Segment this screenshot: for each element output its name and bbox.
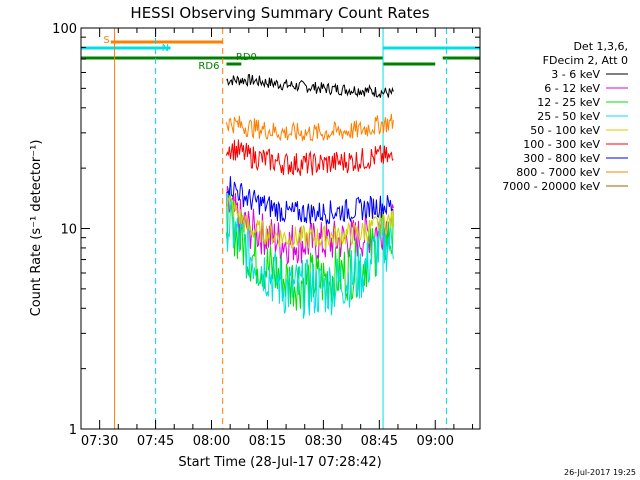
series-line <box>225 193 394 319</box>
x-tick-label: 07:45 <box>137 434 174 449</box>
chart-title: HESSI Observing Summary Count Rates <box>130 4 429 22</box>
legend-label: 3 - 6 keV <box>551 68 600 81</box>
legend-header-line1: Det 1,3,6, <box>573 40 628 53</box>
vertical-markers <box>114 28 447 429</box>
x-tick-label: 08:30 <box>305 434 342 449</box>
flag-label: RD6 <box>198 61 219 72</box>
axes: 1 10 100 07:30 07:45 08:00 08:15 08:30 08:45 09:0… <box>52 22 481 449</box>
legend-label: 12 - 25 keV <box>537 96 600 109</box>
x-tick-label: 07:30 <box>81 434 118 449</box>
y-tick-label: 1 <box>69 423 77 438</box>
series-line <box>225 113 394 142</box>
y-tick-label: 100 <box>52 22 77 37</box>
y-tick-label: 10 <box>60 223 77 238</box>
x-tick-label: 09:00 <box>417 434 454 449</box>
legend-label: 7000 - 20000 keV <box>502 180 600 193</box>
x-tick-label: 08:15 <box>249 434 286 449</box>
series-lines <box>225 73 394 319</box>
series-line <box>225 139 394 176</box>
legend-label: 6 - 12 keV <box>544 82 600 95</box>
observing-flags: S N RD6 RD0 <box>81 35 480 72</box>
series-line <box>225 185 394 265</box>
x-tick-label: 08:45 <box>361 434 398 449</box>
series-line <box>226 176 394 225</box>
x-axis-label: Start Time (28-Jul-17 07:28:42) <box>178 455 381 470</box>
legend-label: 25 - 50 keV <box>537 110 600 123</box>
legend-label: 300 - 800 keV <box>523 152 600 165</box>
timestamp-stamp: 26-Jul-2017 19:25 <box>564 468 636 477</box>
flag-label: N <box>162 43 169 54</box>
y-axis-label: Count Rate (s⁻¹ detector⁻¹) <box>29 140 44 317</box>
legend-label: 800 - 7000 keV <box>516 166 600 179</box>
x-tick-label: 08:00 <box>193 434 230 449</box>
plot-frame <box>80 27 481 430</box>
series-line <box>226 73 394 98</box>
series-line <box>225 197 394 251</box>
flag-label: S <box>103 35 109 46</box>
flag-label: RD0 <box>236 52 257 63</box>
legend-label: 50 - 100 keV <box>530 124 600 137</box>
legend-label: 100 - 300 keV <box>523 138 600 151</box>
legend-header-line2: FDecim 2, Att 0 <box>543 54 628 67</box>
